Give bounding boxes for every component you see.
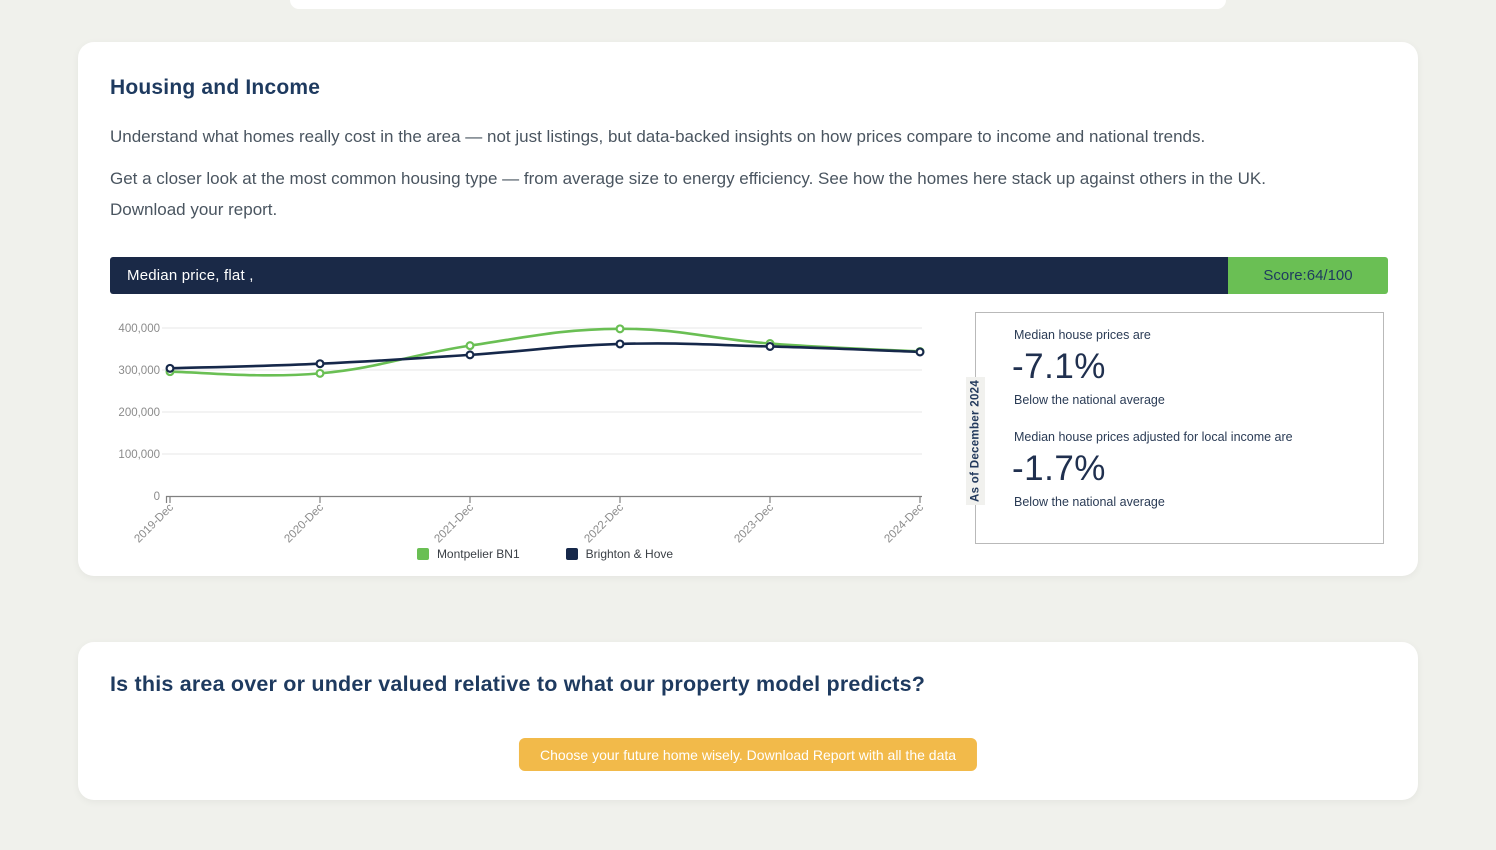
point-montpelier-bn1-2020-dec[interactable] bbox=[315, 368, 325, 378]
as-of-date-tab: As of December 2024 bbox=[966, 377, 985, 505]
x-axis-label-2023-dec: 2023-Dec bbox=[732, 501, 776, 544]
stat-2-intro: Median house prices adjusted for local i… bbox=[1014, 430, 1293, 444]
x-axis-label-2020-dec: 2020-Dec bbox=[282, 501, 326, 544]
previous-card-bottom-edge bbox=[290, 0, 1226, 9]
stat-2-caption: Below the national average bbox=[1014, 495, 1165, 509]
housing-intro-text: Understand what homes really cost in the… bbox=[110, 122, 1290, 237]
stat-1-value: -7.1% bbox=[1012, 347, 1106, 386]
download-report-button[interactable]: Choose your future home wisely. Download… bbox=[518, 738, 978, 771]
x-axis-label-2022-dec: 2022-Dec bbox=[582, 501, 626, 544]
x-axis-label-2021-dec: 2021-Dec bbox=[432, 501, 476, 544]
x-axis-label-2024-dec: 2024-Dec bbox=[882, 501, 926, 544]
score-badge: Score:64/100 bbox=[1228, 257, 1388, 294]
housing-intro-paragraph-2: Get a closer look at the most common hou… bbox=[110, 168, 1266, 219]
line-brighton-hove bbox=[169, 342, 921, 370]
legend-item-montpelier-bn1[interactable]: Montpelier BN1 bbox=[416, 547, 520, 561]
stat-1-intro: Median house prices are bbox=[1014, 328, 1151, 342]
valuation-card-title: Is this area over or under valued relati… bbox=[110, 672, 926, 696]
legend-swatch-montpelier-bn1 bbox=[416, 548, 429, 560]
legend-label-brighton-hove: Brighton & Hove bbox=[585, 547, 674, 561]
price-stats-panel: As of December 2024 Median house prices … bbox=[966, 312, 1384, 544]
point-brighton-hove-2022-dec[interactable] bbox=[615, 339, 625, 349]
point-brighton-hove-2021-dec[interactable] bbox=[465, 350, 475, 360]
y-axis-label-400000: 400,000 bbox=[118, 323, 160, 335]
y-axis-label-200000: 200,000 bbox=[118, 407, 160, 419]
legend-label-montpelier-bn1: Montpelier BN1 bbox=[436, 547, 520, 561]
point-brighton-hove-2019-dec[interactable] bbox=[165, 363, 175, 373]
housing-card-title: Housing and Income bbox=[110, 76, 321, 99]
point-brighton-hove-2023-dec[interactable] bbox=[765, 341, 775, 351]
y-axis-label-100000: 100,000 bbox=[118, 449, 160, 461]
point-montpelier-bn1-2021-dec[interactable] bbox=[465, 341, 475, 351]
housing-and-income-card: Housing and Income Understand what homes… bbox=[78, 42, 1418, 576]
legend-item-brighton-hove[interactable]: Brighton & Hove bbox=[565, 547, 674, 561]
y-axis-label-0: 0 bbox=[154, 491, 160, 503]
valuation-card: Is this area over or under valued relati… bbox=[78, 642, 1418, 800]
y-axis-label-300000: 300,000 bbox=[118, 365, 160, 377]
housing-intro-paragraph-1: Understand what homes really cost in the… bbox=[110, 127, 1206, 146]
stat-1-caption: Below the national average bbox=[1014, 393, 1165, 407]
line-montpelier-bn1 bbox=[169, 327, 921, 377]
x-axis-label-2019-dec: 2019-Dec bbox=[132, 501, 176, 544]
stat-2-value: -1.7% bbox=[1012, 449, 1106, 488]
median-price-line-chart: 0 100,000 200,000 300,000 400,000 2019-Dec 202… bbox=[110, 294, 972, 584]
legend-swatch-brighton-hove bbox=[565, 548, 578, 560]
point-montpelier-bn1-2022-dec[interactable] bbox=[615, 324, 625, 334]
chart-legend: Montpelier BN1 Brighton & Hove bbox=[168, 547, 922, 561]
point-brighton-hove-2024-dec[interactable] bbox=[915, 347, 925, 357]
point-brighton-hove-2020-dec[interactable] bbox=[315, 359, 325, 369]
chart-title-bar: Median price, flat , bbox=[110, 257, 1228, 294]
chart-canvas: 0 100,000 200,000 300,000 400,000 2019-Dec 202… bbox=[118, 323, 926, 545]
chart-header-bar: Median price, flat , Score:64/100 bbox=[110, 257, 1388, 294]
